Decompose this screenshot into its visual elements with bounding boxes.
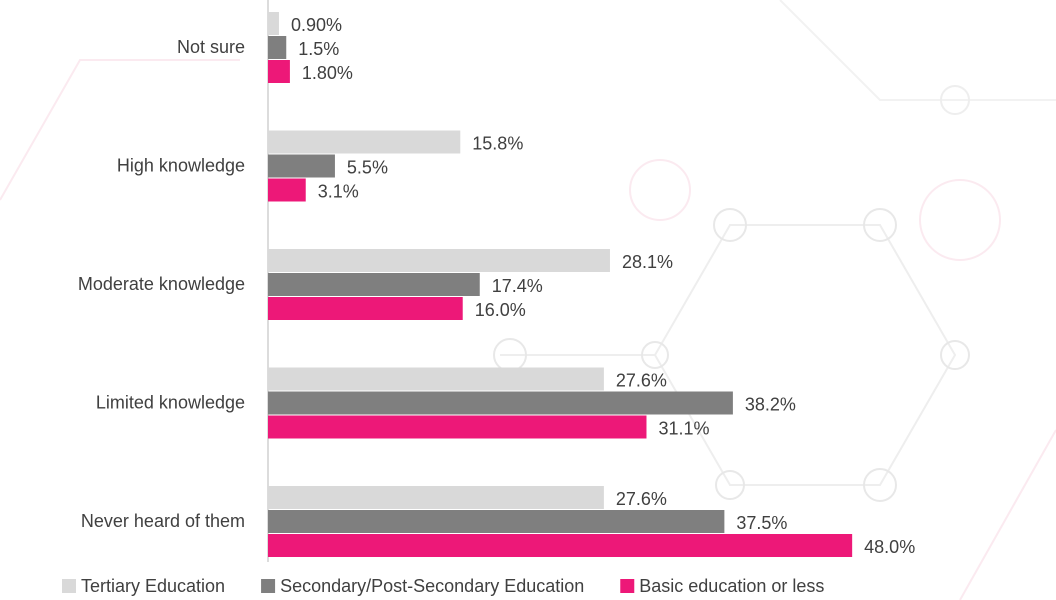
bar bbox=[268, 249, 610, 272]
bar bbox=[268, 36, 287, 59]
bar bbox=[268, 130, 461, 154]
value-label: 27.6% bbox=[616, 489, 667, 509]
legend-label: Secondary/Post-Secondary Education bbox=[280, 576, 584, 596]
value-label: 1.80% bbox=[302, 63, 353, 83]
value-label: 0.90% bbox=[291, 15, 342, 35]
bar bbox=[268, 12, 279, 35]
value-label: 1.5% bbox=[298, 39, 339, 59]
legend-swatch bbox=[620, 579, 635, 593]
value-label: 17.4% bbox=[492, 276, 543, 296]
category-label: Not sure bbox=[177, 37, 245, 57]
category-label: Moderate knowledge bbox=[78, 274, 245, 294]
legend-label: Tertiary Education bbox=[81, 576, 225, 596]
value-label: 5.5% bbox=[347, 157, 388, 177]
value-label: 16.0% bbox=[475, 300, 526, 320]
bar bbox=[268, 391, 733, 415]
value-label: 31.1% bbox=[658, 418, 709, 438]
bar bbox=[268, 297, 463, 320]
bar bbox=[268, 510, 725, 533]
value-label: 48.0% bbox=[864, 537, 915, 557]
legend-swatch bbox=[62, 579, 76, 593]
value-label: 28.1% bbox=[622, 252, 673, 272]
bar bbox=[268, 534, 853, 557]
legend-label: Basic education or less bbox=[639, 576, 824, 596]
category-label: Limited knowledge bbox=[96, 392, 245, 412]
category-label: Never heard of them bbox=[81, 511, 245, 531]
bar bbox=[268, 486, 604, 509]
bar bbox=[268, 273, 480, 296]
legend-swatch bbox=[261, 579, 276, 593]
bar bbox=[268, 178, 306, 202]
value-label: 15.8% bbox=[472, 133, 523, 153]
value-label: 38.2% bbox=[745, 394, 796, 414]
bar bbox=[268, 154, 335, 178]
bar bbox=[268, 60, 290, 83]
value-label: 3.1% bbox=[318, 181, 359, 201]
category-label: High knowledge bbox=[117, 155, 245, 175]
bar bbox=[268, 415, 647, 439]
value-label: 27.6% bbox=[616, 370, 667, 390]
value-label: 37.5% bbox=[736, 513, 787, 533]
bar bbox=[268, 367, 604, 391]
